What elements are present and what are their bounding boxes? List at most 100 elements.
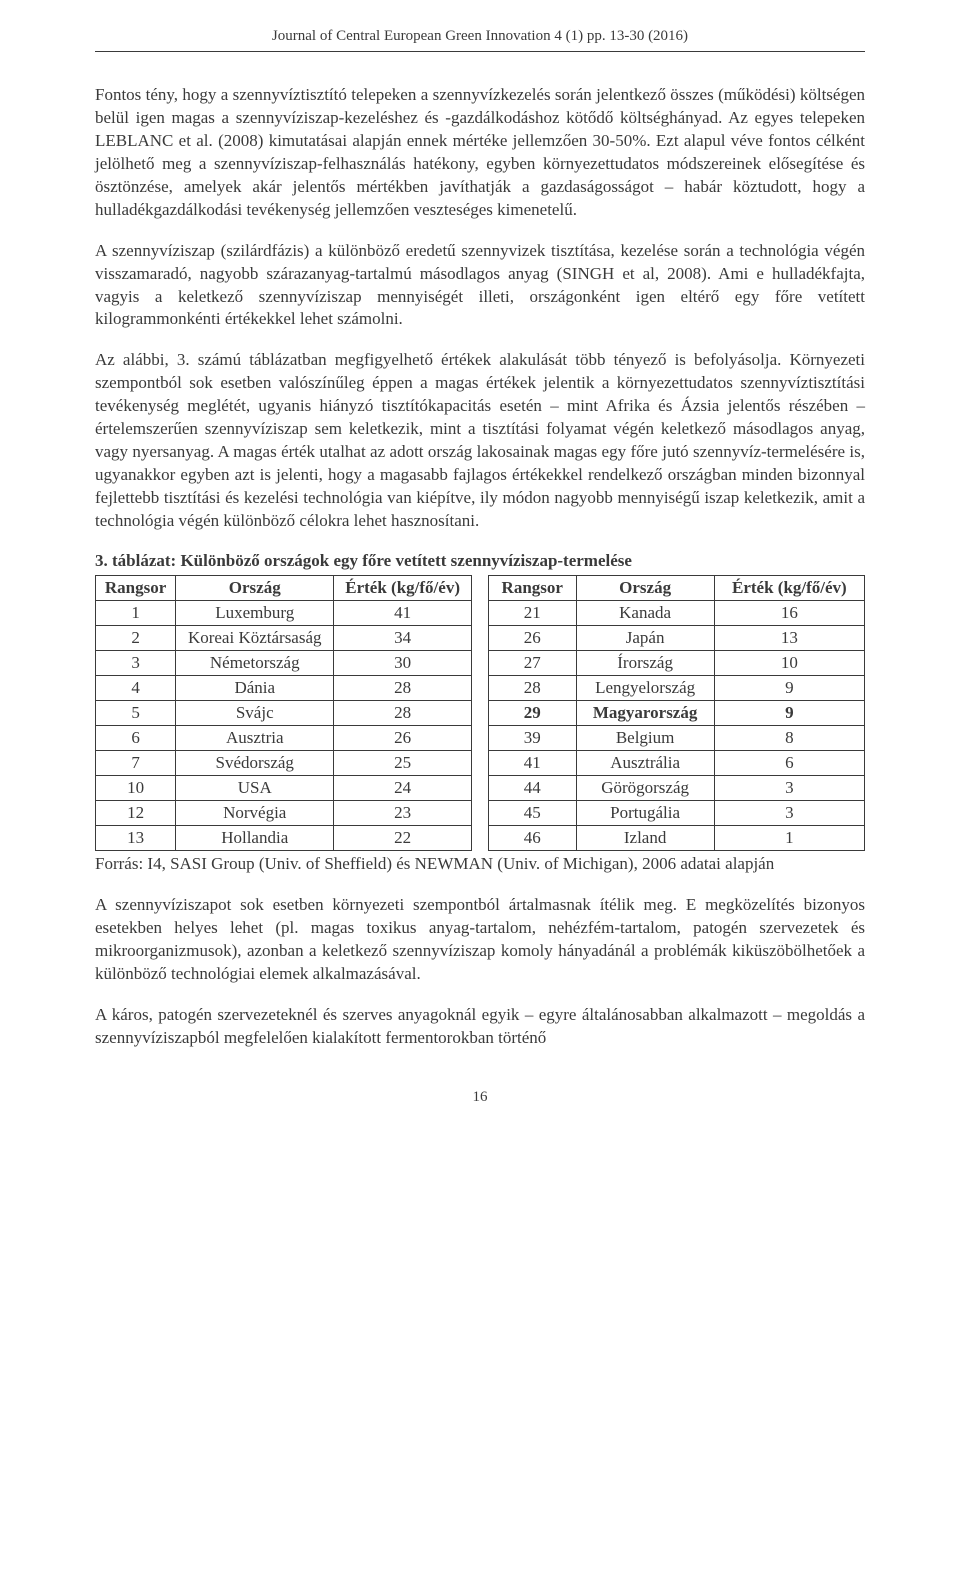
table-header-row: Rangsor Ország Érték (kg/fő/év) bbox=[489, 575, 865, 600]
table-row: 29Magyarország9 bbox=[489, 700, 865, 725]
table-row: 12Norvégia23 bbox=[96, 800, 472, 825]
cell-rank: 6 bbox=[96, 725, 176, 750]
table-row: 46Izland1 bbox=[489, 825, 865, 850]
cell-value: 6 bbox=[714, 750, 864, 775]
cell-country: Portugália bbox=[576, 800, 714, 825]
th-rank: Rangsor bbox=[489, 575, 577, 600]
table-row: 5Svájc28 bbox=[96, 700, 472, 725]
cell-country: Ausztria bbox=[176, 725, 334, 750]
cell-country: Norvégia bbox=[176, 800, 334, 825]
cell-value: 28 bbox=[334, 700, 472, 725]
cell-value: 3 bbox=[714, 800, 864, 825]
cell-value: 13 bbox=[714, 625, 864, 650]
cell-country: Svédország bbox=[176, 750, 334, 775]
cell-rank: 1 bbox=[96, 600, 176, 625]
cell-rank: 44 bbox=[489, 775, 577, 800]
cell-value: 8 bbox=[714, 725, 864, 750]
cell-country: Ausztrália bbox=[576, 750, 714, 775]
cell-rank: 2 bbox=[96, 625, 176, 650]
table-row: 13Hollandia22 bbox=[96, 825, 472, 850]
cell-rank: 41 bbox=[489, 750, 577, 775]
cell-rank: 5 bbox=[96, 700, 176, 725]
cell-value: 22 bbox=[334, 825, 472, 850]
page-number: 16 bbox=[95, 1089, 865, 1106]
cell-rank: 13 bbox=[96, 825, 176, 850]
th-country: Ország bbox=[176, 575, 334, 600]
cell-value: 1 bbox=[714, 825, 864, 850]
cell-country: Koreai Köztársaság bbox=[176, 625, 334, 650]
paragraph-5: A káros, patogén szervezeteknél és szerv… bbox=[95, 1004, 865, 1050]
th-country: Ország bbox=[576, 575, 714, 600]
table-row: 2Koreai Köztársaság34 bbox=[96, 625, 472, 650]
cell-country: Hollandia bbox=[176, 825, 334, 850]
cell-rank: 21 bbox=[489, 600, 577, 625]
cell-country: Dánia bbox=[176, 675, 334, 700]
table-row: 6Ausztria26 bbox=[96, 725, 472, 750]
cell-value: 3 bbox=[714, 775, 864, 800]
cell-value: 23 bbox=[334, 800, 472, 825]
cell-value: 9 bbox=[714, 675, 864, 700]
paragraph-2: A szennyvíziszap (szilárdfázis) a különb… bbox=[95, 240, 865, 332]
cell-rank: 7 bbox=[96, 750, 176, 775]
table-source: Forrás: I4, SASI Group (Univ. of Sheffie… bbox=[95, 853, 865, 876]
cell-country: Kanada bbox=[576, 600, 714, 625]
cell-country: Lengyelország bbox=[576, 675, 714, 700]
table-header-row: Rangsor Ország Érték (kg/fő/év) bbox=[96, 575, 472, 600]
cell-value: 41 bbox=[334, 600, 472, 625]
journal-header: Journal of Central European Green Innova… bbox=[95, 28, 865, 52]
table-row: 45Portugália3 bbox=[489, 800, 865, 825]
cell-value: 34 bbox=[334, 625, 472, 650]
tables-row: Rangsor Ország Érték (kg/fő/év) 1Luxembu… bbox=[95, 575, 865, 851]
page: Journal of Central European Green Innova… bbox=[0, 0, 960, 1146]
cell-value: 25 bbox=[334, 750, 472, 775]
table-row: 4Dánia28 bbox=[96, 675, 472, 700]
table-row: 3Németország30 bbox=[96, 650, 472, 675]
cell-value: 26 bbox=[334, 725, 472, 750]
cell-rank: 46 bbox=[489, 825, 577, 850]
cell-country: Belgium bbox=[576, 725, 714, 750]
cell-rank: 28 bbox=[489, 675, 577, 700]
cell-country: Magyarország bbox=[576, 700, 714, 725]
cell-rank: 4 bbox=[96, 675, 176, 700]
cell-value: 28 bbox=[334, 675, 472, 700]
table-row: 10USA24 bbox=[96, 775, 472, 800]
cell-country: Görögország bbox=[576, 775, 714, 800]
cell-country: Írország bbox=[576, 650, 714, 675]
th-value: Érték (kg/fő/év) bbox=[334, 575, 472, 600]
table-row: 7Svédország25 bbox=[96, 750, 472, 775]
cell-rank: 39 bbox=[489, 725, 577, 750]
cell-value: 10 bbox=[714, 650, 864, 675]
table-right: Rangsor Ország Érték (kg/fő/év) 21Kanada… bbox=[488, 575, 865, 851]
cell-value: 16 bbox=[714, 600, 864, 625]
cell-value: 9 bbox=[714, 700, 864, 725]
table-row: 28Lengyelország9 bbox=[489, 675, 865, 700]
cell-country: Luxemburg bbox=[176, 600, 334, 625]
cell-country: Svájc bbox=[176, 700, 334, 725]
th-rank: Rangsor bbox=[96, 575, 176, 600]
cell-rank: 45 bbox=[489, 800, 577, 825]
table-row: 1Luxemburg41 bbox=[96, 600, 472, 625]
th-value: Érték (kg/fő/év) bbox=[714, 575, 864, 600]
cell-value: 30 bbox=[334, 650, 472, 675]
cell-rank: 3 bbox=[96, 650, 176, 675]
table-row: 41Ausztrália6 bbox=[489, 750, 865, 775]
table-row: 26Japán13 bbox=[489, 625, 865, 650]
cell-country: Izland bbox=[576, 825, 714, 850]
table-caption: 3. táblázat: Különböző országok egy főre… bbox=[95, 551, 865, 571]
paragraph-4: A szennyvíziszapot sok esetben környezet… bbox=[95, 894, 865, 986]
cell-country: USA bbox=[176, 775, 334, 800]
table-left: Rangsor Ország Érték (kg/fő/év) 1Luxembu… bbox=[95, 575, 472, 851]
table-row: 44Görögország3 bbox=[489, 775, 865, 800]
table-row: 21Kanada16 bbox=[489, 600, 865, 625]
cell-rank: 29 bbox=[489, 700, 577, 725]
cell-country: Németország bbox=[176, 650, 334, 675]
cell-value: 24 bbox=[334, 775, 472, 800]
cell-rank: 12 bbox=[96, 800, 176, 825]
cell-rank: 26 bbox=[489, 625, 577, 650]
table-row: 39Belgium8 bbox=[489, 725, 865, 750]
cell-rank: 27 bbox=[489, 650, 577, 675]
cell-rank: 10 bbox=[96, 775, 176, 800]
table-row: 27Írország10 bbox=[489, 650, 865, 675]
cell-country: Japán bbox=[576, 625, 714, 650]
paragraph-3: Az alábbi, 3. számú táblázatban megfigye… bbox=[95, 349, 865, 533]
